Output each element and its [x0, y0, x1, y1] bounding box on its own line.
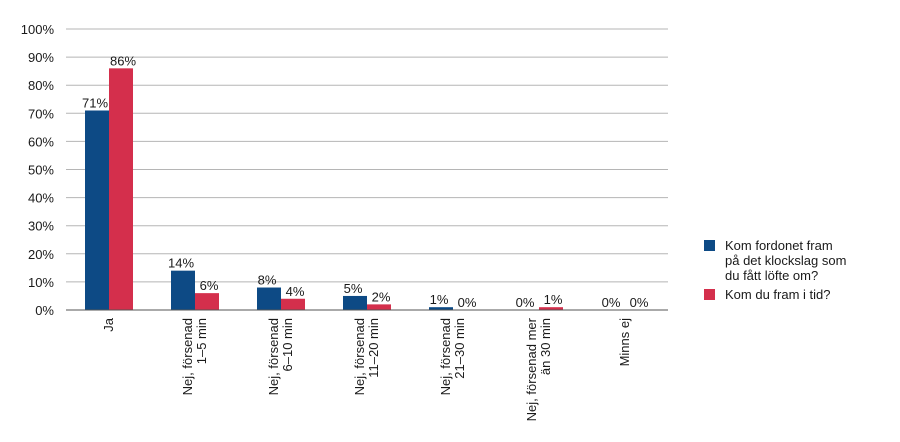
bar-series-2 [281, 298, 305, 310]
x-tick-label-line: Nej, försenad [438, 318, 453, 395]
y-tick-label: 10% [28, 275, 54, 290]
bar-series-1 [85, 110, 109, 311]
bar-series-2 [539, 307, 563, 310]
x-tick-label-line: Ja [101, 317, 116, 332]
bar-series-2 [109, 68, 133, 310]
bar-series-1 [343, 295, 367, 310]
y-tick-label: 90% [28, 50, 54, 65]
data-label: 14% [168, 256, 194, 271]
y-tick-label: 30% [28, 219, 54, 234]
x-tick-label: Ja [101, 317, 116, 332]
x-tick-label: Minns ej [617, 318, 632, 367]
x-tick-label: Nej, försenad11–20 min [352, 318, 381, 395]
x-tick-label-line: Nej, försenad [266, 318, 281, 395]
data-label: 4% [286, 284, 305, 299]
x-tick-label-line: 21–30 min [452, 318, 467, 379]
x-tick-label-line: 11–20 min [366, 318, 381, 378]
y-axis-tick-labels: 0% 10% 20% 30% 40% 50% 60% 70% 80% 90% 100% [21, 22, 55, 318]
x-tick-label-line: 1–5 min [194, 318, 209, 364]
bar-series-1 [171, 270, 195, 310]
bars [85, 68, 563, 311]
x-axis-tick-labels: Ja Nej, försenad1–5 min Nej, försenad6–10 … [101, 317, 632, 421]
legend-item-series-2: Kom du fram i tid? [704, 287, 894, 302]
legend-swatch-series-2 [704, 289, 715, 300]
x-tick-label: Nej, försenad merän 30 min [524, 317, 553, 421]
y-tick-label: 20% [28, 247, 54, 262]
data-label: 8% [258, 273, 277, 288]
legend-swatch-series-1 [704, 240, 715, 251]
bar-series-1 [257, 287, 281, 310]
data-label: 5% [344, 281, 363, 296]
x-tick-label: Nej, försenad1–5 min [180, 318, 209, 395]
legend: Kom fordonet fram på det klockslag som d… [704, 238, 894, 306]
x-tick-label-line: 6–10 min [280, 318, 295, 371]
y-tick-label: 50% [28, 163, 54, 178]
data-label: 2% [372, 289, 391, 304]
gridlines [66, 28, 668, 283]
data-label: 0% [602, 295, 621, 310]
data-label: 1% [544, 292, 563, 307]
data-label: 1% [430, 292, 449, 307]
data-labels: 71% 86% 14% 6% 8% 4% 5% 2% 1% 0% 0% 1% 0% 0% [82, 53, 649, 310]
bar-series-1 [429, 307, 453, 310]
legend-label-series-2: Kom du fram i tid? [725, 287, 831, 302]
data-label: 86% [110, 53, 136, 68]
data-label: 0% [458, 295, 477, 310]
legend-label-line: på det klockslag som [725, 253, 847, 268]
data-label: 6% [200, 278, 219, 293]
bar-series-2 [195, 293, 219, 310]
legend-label-line: Kom fordonet fram [725, 238, 833, 253]
x-tick-label: Nej, försenad21–30 min [438, 318, 467, 395]
y-tick-label: 60% [28, 134, 54, 149]
x-tick-label-line: Nej, försenad mer [524, 317, 539, 421]
y-tick-label: 0% [35, 303, 54, 318]
data-label: 0% [516, 295, 535, 310]
bar-series-2 [367, 304, 391, 310]
data-label: 71% [82, 95, 108, 110]
y-tick-label: 100% [21, 22, 55, 37]
legend-label-series-1: Kom fordonet fram på det klockslag som d… [725, 238, 846, 283]
data-label: 0% [630, 295, 649, 310]
y-tick-label: 40% [28, 191, 54, 206]
legend-item-series-1: Kom fordonet fram på det klockslag som d… [704, 238, 894, 283]
x-tick-label-line: Nej, försenad [180, 318, 195, 395]
y-tick-label: 70% [28, 106, 54, 121]
x-tick-label-line: Nej, försenad [352, 318, 367, 395]
x-tick-label-line: än 30 min [538, 318, 553, 375]
y-tick-label: 80% [28, 78, 54, 93]
x-tick-label-line: Minns ej [617, 318, 632, 367]
x-tick-label: Nej, försenad6–10 min [266, 318, 295, 395]
legend-label-line: du fått löfte om? [725, 268, 819, 283]
